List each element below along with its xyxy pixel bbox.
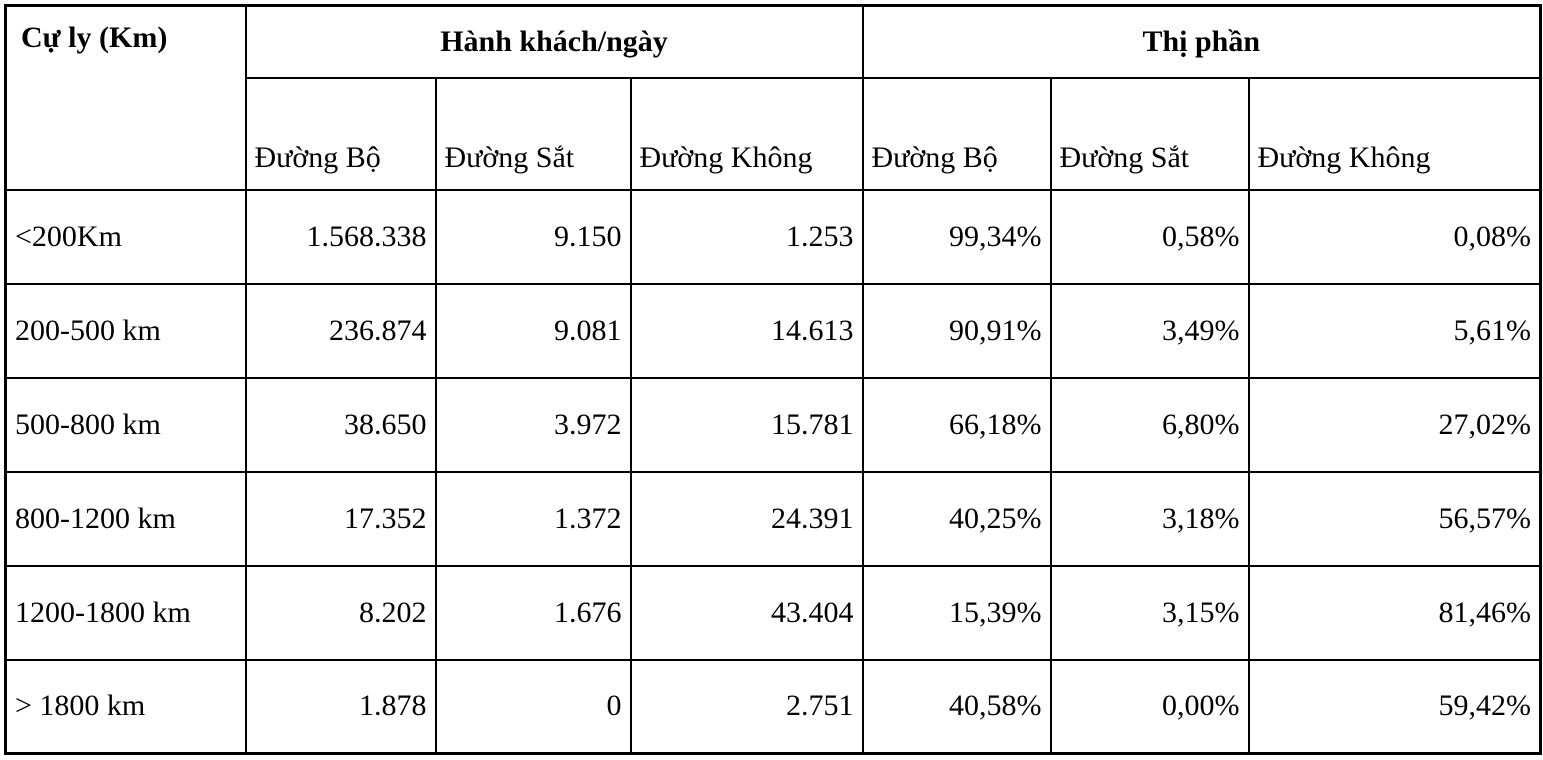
table-row: 800-1200 km 17.352 1.372 24.391 40,25% 3…	[6, 472, 1541, 566]
cell-passengers-air: 24.391	[631, 472, 863, 566]
cell-passengers-rail: 1.676	[436, 566, 631, 660]
table-row: <200Km 1.568.338 9.150 1.253 99,34% 0,58…	[6, 190, 1541, 284]
table-row: > 1800 km 1.878 0 2.751 40,58% 0,00% 59,…	[6, 660, 1541, 754]
col-header-passengers-road: Đường Bộ	[246, 78, 436, 190]
cell-passengers-road: 1.568.338	[246, 190, 436, 284]
transport-modal-share-table: Cự ly (Km) Hành khách/ngày Thị phần Đườn…	[4, 4, 1542, 755]
cell-passengers-road: 8.202	[246, 566, 436, 660]
cell-share-road: 66,18%	[863, 378, 1051, 472]
cell-share-road: 40,58%	[863, 660, 1051, 754]
cell-passengers-air: 14.613	[631, 284, 863, 378]
cell-distance: 500-800 km	[6, 378, 246, 472]
cell-share-air: 0,08%	[1249, 190, 1541, 284]
col-header-share-air: Đường Không	[1249, 78, 1541, 190]
cell-passengers-road: 17.352	[246, 472, 436, 566]
col-group-passengers-per-day: Hành khách/ngày	[246, 6, 863, 78]
cell-passengers-rail: 9.150	[436, 190, 631, 284]
cell-passengers-rail: 9.081	[436, 284, 631, 378]
cell-share-rail: 6,80%	[1051, 378, 1249, 472]
cell-share-road: 99,34%	[863, 190, 1051, 284]
cell-distance: > 1800 km	[6, 660, 246, 754]
cell-share-rail: 0,00%	[1051, 660, 1249, 754]
cell-passengers-road: 1.878	[246, 660, 436, 754]
cell-passengers-road: 236.874	[246, 284, 436, 378]
cell-share-rail: 3,18%	[1051, 472, 1249, 566]
cell-passengers-rail: 3.972	[436, 378, 631, 472]
cell-passengers-rail: 1.372	[436, 472, 631, 566]
cell-share-road: 90,91%	[863, 284, 1051, 378]
cell-share-air: 59,42%	[1249, 660, 1541, 754]
cell-share-air: 27,02%	[1249, 378, 1541, 472]
cell-share-air: 81,46%	[1249, 566, 1541, 660]
table-row: 200-500 km 236.874 9.081 14.613 90,91% 3…	[6, 284, 1541, 378]
cell-passengers-air: 1.253	[631, 190, 863, 284]
col-header-share-road: Đường Bộ	[863, 78, 1051, 190]
cell-passengers-air: 15.781	[631, 378, 863, 472]
cell-distance: 800-1200 km	[6, 472, 246, 566]
table-row: 1200-1800 km 8.202 1.676 43.404 15,39% 3…	[6, 566, 1541, 660]
cell-share-air: 56,57%	[1249, 472, 1541, 566]
col-group-market-share: Thị phần	[863, 6, 1541, 78]
cell-passengers-rail: 0	[436, 660, 631, 754]
cell-share-rail: 3,49%	[1051, 284, 1249, 378]
cell-share-road: 15,39%	[863, 566, 1051, 660]
col-header-passengers-rail: Đường Sắt	[436, 78, 631, 190]
cell-share-rail: 0,58%	[1051, 190, 1249, 284]
cell-share-rail: 3,15%	[1051, 566, 1249, 660]
col-header-passengers-air: Đường Không	[631, 78, 863, 190]
table-row: 500-800 km 38.650 3.972 15.781 66,18% 6,…	[6, 378, 1541, 472]
cell-share-road: 40,25%	[863, 472, 1051, 566]
col-header-share-rail: Đường Sắt	[1051, 78, 1249, 190]
cell-passengers-air: 2.751	[631, 660, 863, 754]
cell-passengers-air: 43.404	[631, 566, 863, 660]
col-header-distance: Cự ly (Km)	[6, 6, 246, 190]
cell-distance: 200-500 km	[6, 284, 246, 378]
cell-distance: <200Km	[6, 190, 246, 284]
cell-share-air: 5,61%	[1249, 284, 1541, 378]
cell-distance: 1200-1800 km	[6, 566, 246, 660]
cell-passengers-road: 38.650	[246, 378, 436, 472]
